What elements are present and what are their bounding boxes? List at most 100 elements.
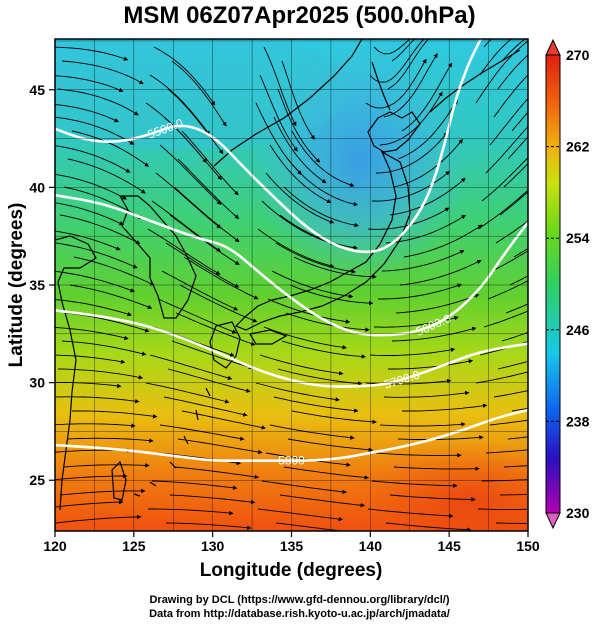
- streamline: [293, 256, 377, 279]
- streamline: [269, 144, 332, 204]
- streamline: [261, 480, 347, 495]
- streamline: [67, 437, 154, 443]
- streamline: [263, 46, 297, 127]
- credit-drawing: Drawing by DCL (https://www.gfd-dennou.o…: [149, 594, 450, 606]
- x-tick-label: 125: [122, 538, 146, 554]
- streamline: [273, 116, 327, 184]
- streamline: [59, 488, 146, 496]
- streamline: [503, 465, 528, 468]
- streamline: [289, 284, 374, 306]
- streamline: [383, 53, 438, 118]
- streamline: [55, 242, 138, 269]
- streamline: [181, 130, 239, 196]
- colorbar-gradient: [545, 54, 561, 514]
- streamline: [55, 46, 129, 61]
- streamline: [55, 499, 124, 508]
- colorbar-tick-label: 230: [566, 505, 590, 521]
- streamline: [493, 390, 528, 398]
- x-axis-label: Longitude (degrees): [200, 560, 383, 581]
- streamline: [402, 403, 488, 412]
- streamline: [275, 242, 356, 274]
- streamline: [369, 39, 425, 83]
- y-axis-label: Latitude (degrees): [6, 203, 27, 368]
- streamline: [269, 424, 355, 440]
- streamline: [257, 508, 344, 522]
- streamline: [287, 438, 374, 452]
- streamline: [485, 125, 528, 174]
- streamline: [173, 186, 240, 243]
- streamline: [481, 479, 528, 482]
- streamline: [179, 284, 258, 323]
- streamline: [55, 396, 140, 404]
- streamline: [151, 480, 238, 491]
- streamline: [369, 347, 456, 356]
- streamline: [499, 494, 528, 496]
- streamline: [277, 88, 321, 163]
- streamline: [503, 163, 528, 188]
- streamline: [385, 522, 472, 531]
- streamline: [397, 435, 484, 440]
- streamline: [151, 200, 222, 252]
- map-title: MSM 06Z07Apr2025 (500.0hPa): [123, 2, 476, 29]
- streamline: [59, 214, 141, 245]
- streamline: [481, 157, 528, 202]
- streamline: [55, 145, 131, 173]
- streamline: [365, 58, 427, 109]
- streamline: [163, 396, 248, 417]
- streamline: [513, 247, 528, 258]
- streamline: [55, 173, 128, 200]
- y-tick-label: 35: [29, 277, 45, 293]
- streamline: [378, 283, 462, 300]
- colorbar: 270 262 254 246 238 230: [545, 38, 590, 530]
- streamline: [475, 39, 528, 104]
- streamline: [389, 494, 476, 502]
- streamline: [389, 177, 466, 216]
- streamline: [511, 111, 528, 132]
- streamline: [72, 410, 158, 419]
- streamline: [153, 46, 216, 106]
- streamline: [483, 310, 528, 328]
- streamline: [257, 228, 335, 268]
- x-tick-label: 140: [359, 538, 383, 554]
- y-tick-label: 25: [29, 472, 45, 488]
- streamline: [497, 54, 528, 90]
- streamline: [57, 88, 139, 116]
- streamline: [507, 136, 528, 160]
- streamline: [157, 298, 237, 334]
- y-axis-ticks: 25 30 35 40 45: [29, 82, 55, 488]
- streamline: [477, 189, 528, 230]
- streamline: [255, 382, 340, 402]
- streamline: [55, 230, 121, 251]
- streamline: [261, 200, 336, 246]
- streamline: [63, 186, 144, 220]
- streamline: [169, 494, 256, 505]
- streamline: [501, 39, 526, 62]
- streamline: [283, 186, 359, 228]
- streamline: [149, 74, 211, 136]
- streamline: [55, 423, 136, 428]
- streamline: [167, 368, 251, 393]
- streamline: [499, 191, 528, 216]
- streamline: [171, 340, 254, 370]
- streamline: [165, 242, 240, 288]
- streamline: [403, 224, 483, 258]
- streamline: [265, 172, 335, 224]
- streamline: [161, 270, 239, 311]
- streamline: [375, 452, 462, 458]
- y-tick-label: 45: [29, 82, 45, 98]
- streamline: [477, 508, 528, 510]
- contour-line: [55, 193, 528, 337]
- streamline: [379, 422, 466, 427]
- streamline: [167, 88, 224, 155]
- streamline: [489, 97, 528, 146]
- colorbar-min-arrow: [545, 512, 561, 530]
- streamline: [55, 354, 126, 364]
- y-tick-label: 30: [29, 375, 45, 391]
- streamline: [177, 438, 263, 455]
- streamline: [171, 60, 227, 127]
- streamline: [495, 220, 528, 244]
- streamline: [55, 75, 124, 93]
